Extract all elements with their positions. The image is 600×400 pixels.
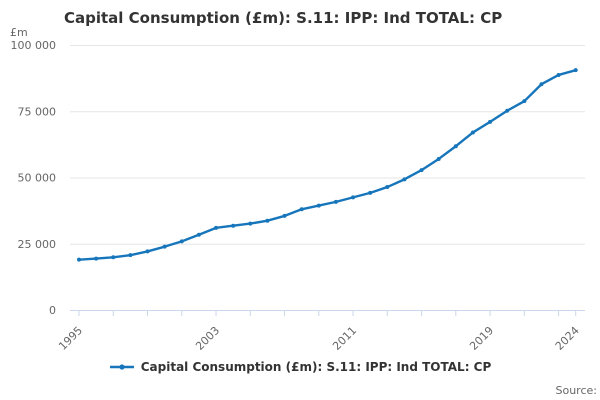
data-point-marker[interactable] [488,119,493,124]
data-point-marker[interactable] [470,130,475,135]
data-point-marker[interactable] [128,253,133,258]
legend-label: Capital Consumption (£m): S.11: IPP: Ind… [140,360,492,374]
data-point-marker[interactable] [231,223,236,228]
data-point-marker[interactable] [505,108,510,113]
data-point-marker[interactable] [385,185,390,190]
y-axis-tick-label: 75 000 [18,105,57,118]
y-axis-tick-label: 0 [49,304,56,317]
data-point-marker[interactable] [351,195,356,200]
x-axis-tick-label: 2011 [330,324,359,350]
data-point-marker[interactable] [145,249,150,254]
data-point-marker[interactable] [77,257,81,262]
data-point-marker[interactable] [573,68,578,73]
y-axis-tick-label: 50 000 [18,172,57,185]
x-axis-tick-label: 1995 [56,324,85,350]
data-point-marker[interactable] [111,255,116,260]
x-axis-tick-label: 2003 [193,324,222,350]
legend-line-marker-icon [109,364,134,370]
data-point-marker[interactable] [522,99,527,104]
x-axis-tick-label: 2019 [467,324,496,350]
data-point-marker[interactable] [265,218,270,223]
y-axis-tick-label: 100 000 [11,39,57,52]
data-point-marker[interactable] [282,213,287,218]
data-point-marker[interactable] [333,199,338,204]
data-point-marker[interactable] [316,203,321,208]
x-axis [78,311,577,316]
data-point-marker[interactable] [402,177,407,182]
data-point-marker[interactable] [162,244,167,249]
source-label: Source: [555,384,598,397]
data-point-marker[interactable] [419,168,424,173]
data-point-marker[interactable] [368,190,373,195]
chart-title: Capital Consumption (£m): S.11: IPP: Ind… [64,9,503,27]
y-axis-labels: 0 25 000 50 000 75 000 100 000 [11,39,57,317]
gridlines [70,45,585,311]
y-axis-tick-label: 25 000 [18,238,57,251]
x-axis-labels: 1995 2003 2011 2019 2024 [56,324,582,350]
data-point-marker[interactable] [453,144,458,149]
chart-svg: 0 25 000 50 000 75 000 100 000 1995 2003 2011 2… [11,39,585,350]
data-point-marker[interactable] [214,225,219,230]
data-point-marker[interactable] [94,256,99,261]
data-point-marker[interactable] [248,221,253,226]
data-point-marker[interactable] [539,82,544,87]
data-point-marker[interactable] [556,72,561,77]
data-point-marker[interactable] [196,232,201,237]
series-line[interactable] [77,68,577,261]
data-point-marker[interactable] [436,156,441,161]
x-axis-tick-label: 2024 [553,324,582,350]
data-point-marker[interactable] [299,207,304,212]
legend-item[interactable]: Capital Consumption (£m): S.11: IPP: Ind… [0,360,600,374]
y-axis-unit-label: £m [10,26,28,39]
data-series[interactable] [77,68,578,262]
data-point-marker[interactable] [179,239,184,244]
